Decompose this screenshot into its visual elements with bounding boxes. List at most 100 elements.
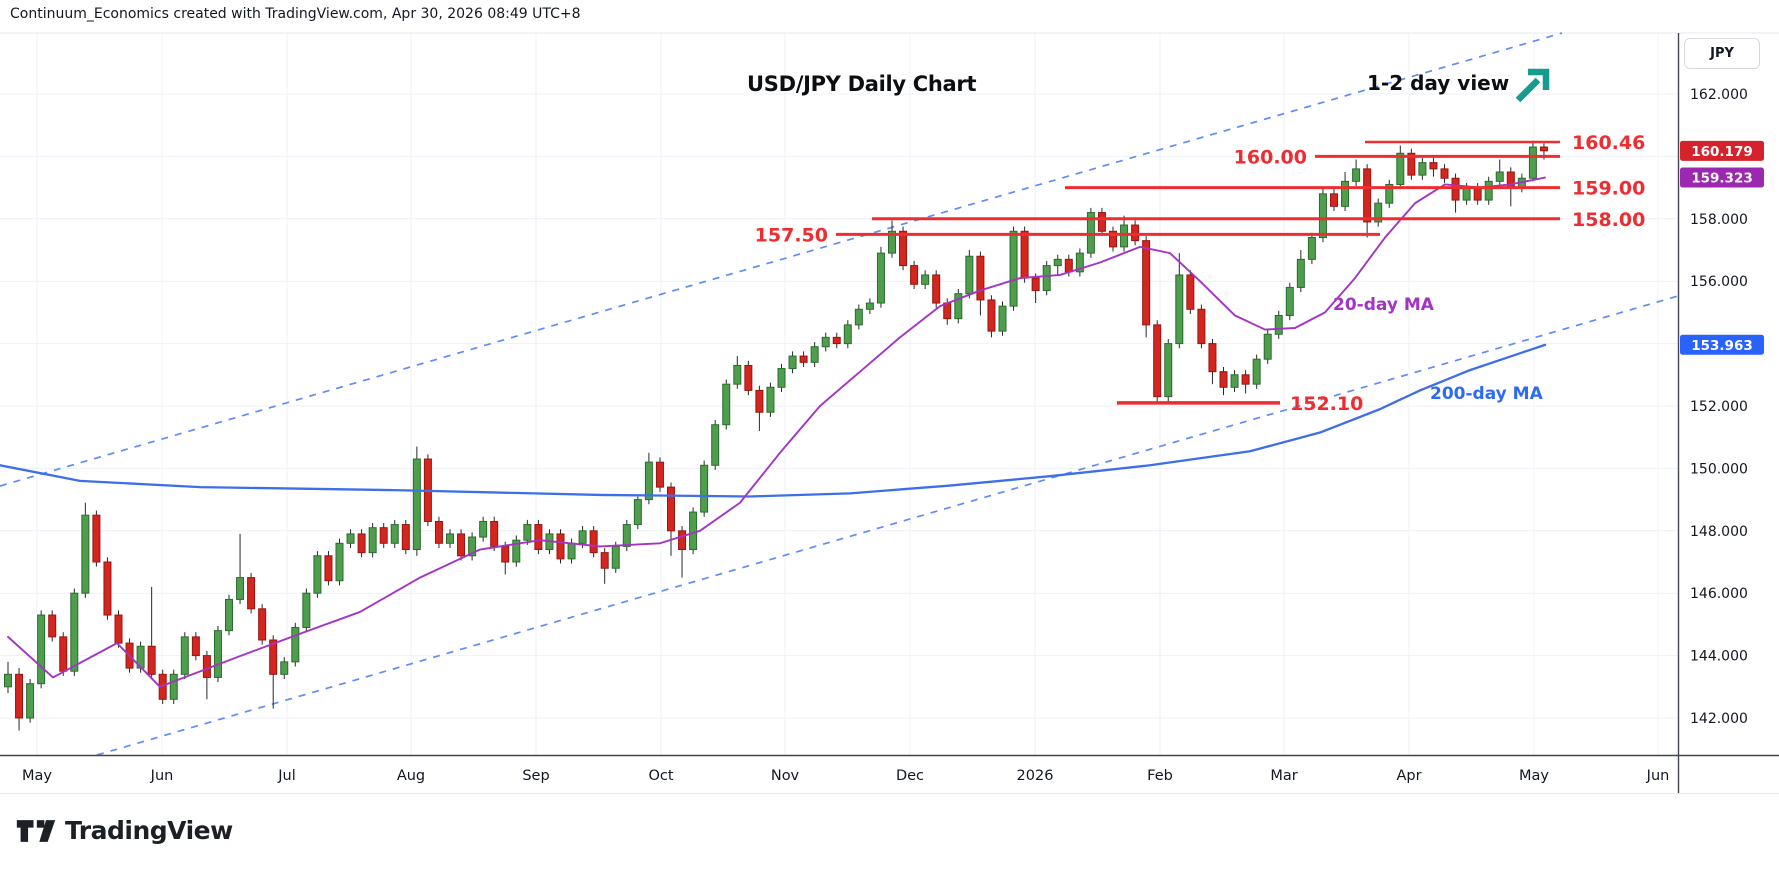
candle-down	[1219, 371, 1228, 388]
candle-down	[1131, 224, 1140, 242]
candle-down	[1064, 258, 1073, 273]
candle-up	[622, 524, 631, 547]
month-tick-label: Sep	[522, 768, 549, 784]
candle-down	[59, 636, 68, 672]
candle-down	[1186, 274, 1195, 310]
level-label: 159.00	[1572, 178, 1645, 200]
candle-up	[390, 524, 399, 544]
candle-down	[191, 636, 200, 657]
level-label: 160.46	[1572, 132, 1645, 154]
candle-up	[1396, 152, 1405, 185]
candle-down	[667, 486, 675, 532]
candle-up	[335, 542, 344, 582]
last-price-badge[interactable]: 160.179	[1680, 140, 1764, 161]
price-tick-label: 158.000	[1690, 212, 1748, 228]
candle-up	[965, 255, 974, 295]
candle-up	[1042, 265, 1051, 292]
candle-up	[313, 555, 322, 594]
candle-up	[810, 346, 819, 363]
candle-up	[1495, 171, 1504, 182]
candle-down	[534, 524, 543, 551]
ma20-value-badge[interactable]: 159.323	[1680, 167, 1764, 188]
level-label: 152.10	[1290, 393, 1363, 415]
candle-down	[1473, 187, 1482, 201]
candle-up	[225, 598, 233, 632]
channel-trendline[interactable]	[0, 32, 1563, 487]
candle-up	[644, 461, 653, 501]
ma20-line[interactable]	[7, 176, 1546, 688]
badge-value: 153.963	[1691, 338, 1753, 354]
candle-down	[457, 533, 466, 557]
candle-down	[147, 645, 156, 675]
candle-up	[921, 274, 930, 285]
candle-down	[943, 302, 952, 320]
candle-up	[1252, 358, 1261, 385]
levels-layer[interactable]: 160.46 160.00 159.00 158.00 157.50 152.10	[755, 132, 1646, 415]
tradingview-logo[interactable]: TradingView	[16, 816, 233, 845]
candle-up	[1274, 315, 1283, 335]
level-label: 160.00	[1234, 146, 1307, 168]
candle-down	[932, 274, 941, 304]
month-tick-label: May	[22, 768, 52, 784]
candle-up	[689, 511, 698, 551]
channel-trendline[interactable]	[96, 295, 1679, 756]
time-axis-labels[interactable]: May Jun Jul Aug Sep Oct Nov Dec 2026 Feb Mar Apr May…	[22, 768, 1669, 784]
candle-down	[1208, 343, 1217, 373]
month-tick-label: Mar	[1270, 768, 1297, 784]
ma20-line-label: 20-day MA	[1333, 295, 1434, 315]
candle-down	[1241, 374, 1250, 385]
ma200-value-badge[interactable]: 153.963	[1680, 334, 1764, 355]
candle-up	[81, 514, 90, 594]
attribution-text: Continuum_Economics created with Trading…	[10, 6, 581, 22]
candle-down	[1440, 168, 1449, 179]
candle-up	[1285, 286, 1294, 317]
chart-title: USD/JPY Daily Chart	[747, 72, 977, 96]
candle-up	[523, 524, 532, 541]
grid-layer	[0, 32, 1779, 755]
candle-up	[1053, 258, 1062, 267]
candles-layer	[4, 142, 1548, 731]
price-axis-labels[interactable]: 162.000 158.000 156.000 152.000 150.000 148.0…	[1690, 87, 1748, 727]
month-tick-label: Nov	[771, 768, 800, 784]
month-tick-label: Oct	[648, 768, 673, 784]
ma200-line[interactable]	[0, 343, 1547, 498]
candle-down	[501, 545, 510, 563]
candle-up	[854, 308, 863, 326]
badge-bg	[1680, 167, 1764, 188]
candle-up	[700, 464, 709, 513]
candle-up	[37, 614, 46, 685]
candle-up	[865, 302, 874, 310]
candle-up	[777, 368, 786, 388]
candle-up	[1385, 183, 1394, 204]
candle-down	[48, 614, 57, 638]
candle-down	[324, 555, 333, 582]
candle-up	[368, 527, 377, 554]
candle-up	[1175, 274, 1184, 345]
candle-up	[1352, 168, 1361, 182]
candle-down	[655, 461, 664, 488]
candle-down	[401, 524, 410, 551]
candle-down	[976, 255, 985, 301]
trend-channel-layer[interactable]	[0, 32, 1679, 756]
candle-down	[799, 355, 808, 363]
candle-down	[589, 530, 598, 554]
month-tick-label: Dec	[896, 768, 924, 784]
candle-down	[1330, 193, 1338, 207]
candle-down	[1363, 168, 1372, 223]
candle-up	[821, 336, 830, 348]
candle-down	[1451, 177, 1460, 201]
arrow-up-right-icon	[1515, 68, 1550, 103]
candle-down	[1020, 230, 1029, 279]
candle-up	[1374, 202, 1383, 223]
candle-up	[346, 533, 355, 544]
candle-down	[103, 561, 112, 616]
symbol-currency-button[interactable]: JPY	[1684, 38, 1760, 69]
candle-up	[1528, 146, 1537, 179]
badge-value: 159.323	[1691, 171, 1753, 187]
price-tick-label: 146.000	[1690, 586, 1748, 602]
candle-down	[1153, 324, 1162, 398]
candle-up	[213, 630, 222, 678]
candle-up	[468, 536, 477, 557]
